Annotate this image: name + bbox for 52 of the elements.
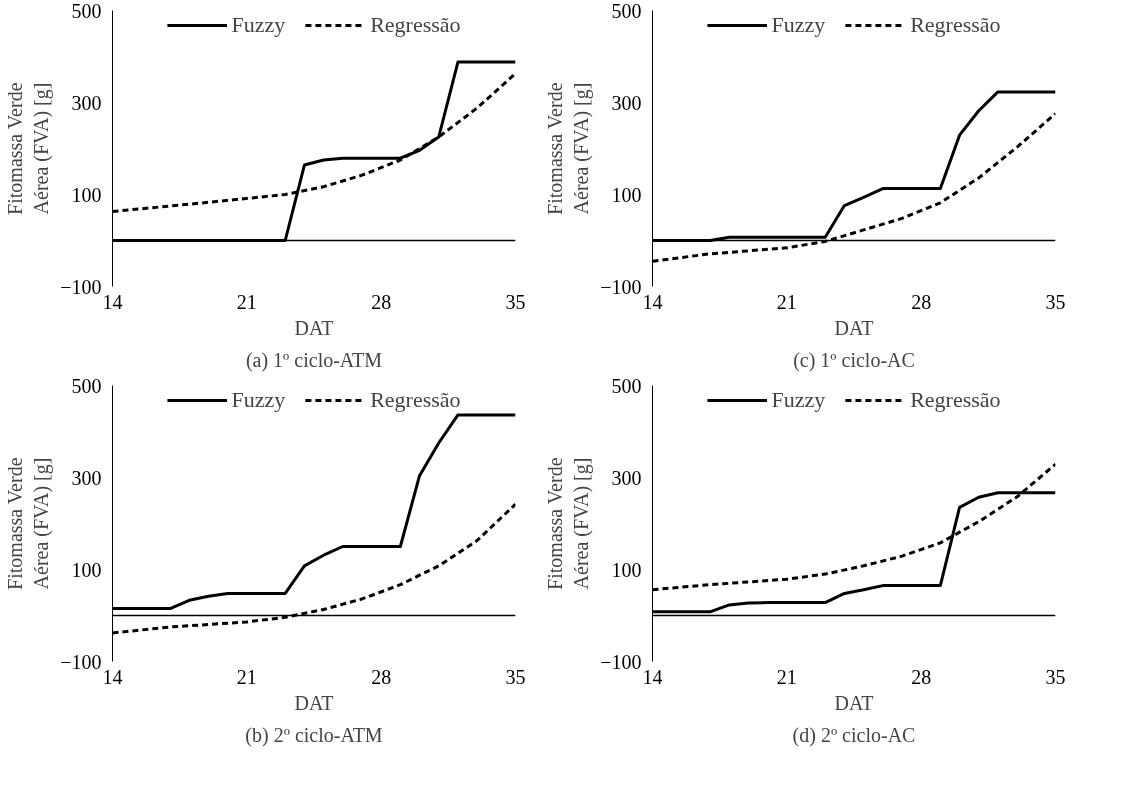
y-tick-label: 100 bbox=[611, 558, 642, 581]
x-tick-label: 28 bbox=[371, 665, 392, 688]
x-tick-label: 35 bbox=[1045, 290, 1066, 313]
x-axis-title: DAT bbox=[834, 316, 874, 339]
x-tick-label: 14 bbox=[642, 290, 663, 313]
legend-label: Regressão bbox=[370, 387, 461, 413]
legend-label: Fuzzy bbox=[771, 12, 826, 38]
y-tick-label: −100 bbox=[600, 650, 642, 673]
legend-label: Fuzzy bbox=[231, 387, 286, 413]
y-axis-title: Fitomassa Verde Aérea (FVA) [g] bbox=[3, 457, 54, 590]
x-tick-label: 35 bbox=[505, 665, 526, 688]
x-tick-label: 35 bbox=[1045, 665, 1066, 688]
y-tick-label: 300 bbox=[71, 466, 102, 489]
y-tick-label: 500 bbox=[611, 0, 642, 22]
x-tick-label: 28 bbox=[371, 290, 392, 313]
text: (b) 2º ciclo-ATM bbox=[245, 723, 383, 747]
x-tick-label: 21 bbox=[776, 290, 797, 313]
legend-label: Regressão bbox=[910, 387, 1001, 413]
text: (a) 1º ciclo-ATM bbox=[245, 348, 383, 372]
x-tick-label: 14 bbox=[102, 665, 123, 688]
x-axis-title: DAT bbox=[294, 691, 334, 714]
x-tick-label: 14 bbox=[642, 665, 663, 688]
y-axis-title: Fitomassa Verde Aérea (FVA) [g] bbox=[3, 82, 54, 215]
y-axis-title: Fitomassa Verde Aérea (FVA) [g] bbox=[543, 82, 594, 215]
legend-label: Regressão bbox=[910, 12, 1001, 38]
legend-label: Regressão bbox=[370, 12, 461, 38]
y-tick-label: 100 bbox=[71, 558, 102, 581]
legend-label: Fuzzy bbox=[771, 387, 826, 413]
y-tick-label: 500 bbox=[71, 374, 102, 397]
y-tick-label: 300 bbox=[71, 91, 102, 114]
x-tick-label: 21 bbox=[236, 665, 257, 688]
y-tick-label: 300 bbox=[611, 466, 642, 489]
y-axis-title: Fitomassa Verde Aérea (FVA) [g] bbox=[543, 457, 594, 590]
legend-label: Fuzzy bbox=[231, 12, 286, 38]
x-tick-label: 35 bbox=[505, 290, 526, 313]
x-tick-label: 21 bbox=[236, 290, 257, 313]
x-tick-label: 28 bbox=[911, 665, 932, 688]
y-tick-label: 100 bbox=[71, 183, 102, 206]
y-tick-label: −100 bbox=[60, 650, 102, 673]
y-tick-label: 500 bbox=[71, 0, 102, 22]
x-axis-title: DAT bbox=[834, 691, 874, 714]
y-tick-label: −100 bbox=[600, 275, 642, 298]
x-axis-title: DAT bbox=[294, 316, 334, 339]
text: (c) 1º ciclo-AC bbox=[793, 348, 915, 372]
y-tick-label: 300 bbox=[611, 91, 642, 114]
y-tick-label: 100 bbox=[611, 183, 642, 206]
y-tick-label: −100 bbox=[60, 275, 102, 298]
text: (d) 2º ciclo-AC bbox=[792, 723, 916, 747]
y-tick-label: 500 bbox=[611, 374, 642, 397]
x-tick-label: 14 bbox=[102, 290, 123, 313]
x-tick-label: 21 bbox=[776, 665, 797, 688]
x-tick-label: 28 bbox=[911, 290, 932, 313]
